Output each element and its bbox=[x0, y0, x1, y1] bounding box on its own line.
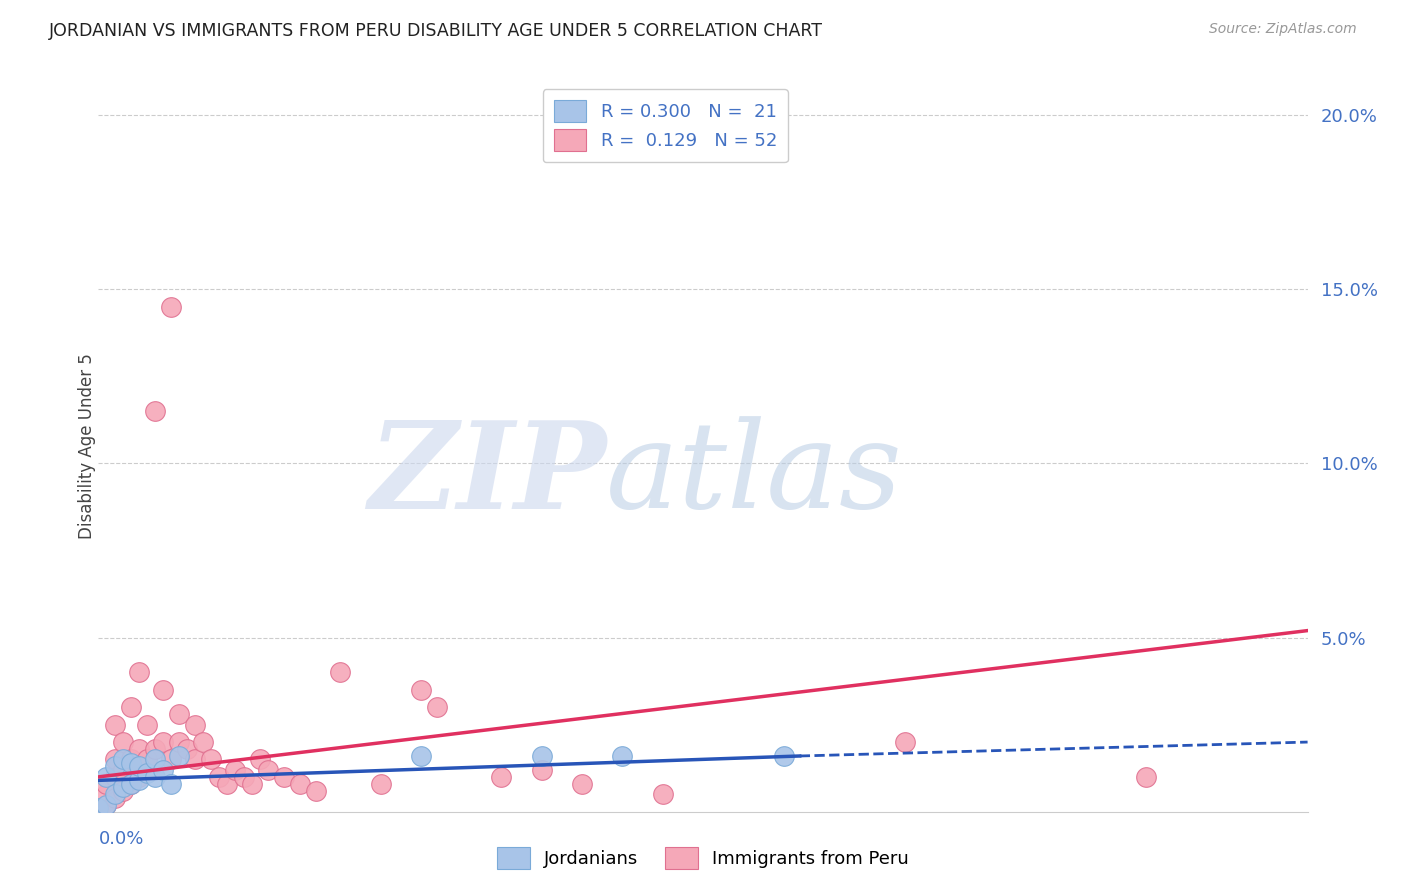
Point bbox=[96, 770, 118, 784]
Legend: Jordanians, Immigrants from Peru: Jordanians, Immigrants from Peru bbox=[489, 839, 917, 876]
Point bbox=[224, 763, 246, 777]
Point bbox=[256, 763, 278, 777]
Point bbox=[249, 752, 271, 766]
Point bbox=[160, 300, 183, 314]
Point bbox=[120, 752, 142, 766]
Point bbox=[128, 759, 150, 773]
Point bbox=[128, 770, 150, 784]
Point bbox=[232, 770, 254, 784]
Point bbox=[305, 784, 328, 798]
Point bbox=[135, 752, 157, 766]
Point bbox=[103, 717, 125, 731]
Point bbox=[120, 777, 142, 791]
Point bbox=[120, 756, 142, 770]
Point bbox=[120, 700, 142, 714]
Point bbox=[128, 665, 150, 680]
Point bbox=[1135, 770, 1157, 784]
Point bbox=[152, 763, 174, 777]
Point bbox=[208, 770, 231, 784]
Point bbox=[143, 742, 166, 756]
Point bbox=[96, 787, 118, 801]
Point bbox=[530, 749, 553, 764]
Point bbox=[160, 777, 183, 791]
Point bbox=[167, 749, 190, 764]
Text: JORDANIAN VS IMMIGRANTS FROM PERU DISABILITY AGE UNDER 5 CORRELATION CHART: JORDANIAN VS IMMIGRANTS FROM PERU DISABI… bbox=[49, 22, 823, 40]
Text: atlas: atlas bbox=[606, 417, 903, 534]
Y-axis label: Disability Age Under 5: Disability Age Under 5 bbox=[79, 353, 96, 539]
Text: Source: ZipAtlas.com: Source: ZipAtlas.com bbox=[1209, 22, 1357, 37]
Text: 0.0%: 0.0% bbox=[98, 830, 143, 848]
Point bbox=[893, 735, 915, 749]
Point bbox=[111, 735, 134, 749]
Point bbox=[103, 770, 125, 784]
Point bbox=[772, 749, 794, 764]
Point bbox=[143, 752, 166, 766]
Point bbox=[184, 717, 207, 731]
Point bbox=[530, 763, 553, 777]
Point bbox=[103, 790, 125, 805]
Point bbox=[135, 766, 157, 780]
Point bbox=[103, 759, 125, 773]
Point bbox=[491, 770, 513, 784]
Point bbox=[96, 797, 118, 812]
Point bbox=[120, 777, 142, 791]
Point bbox=[152, 682, 174, 697]
Point bbox=[87, 801, 110, 815]
Point bbox=[426, 700, 449, 714]
Point bbox=[167, 707, 190, 722]
Text: ZIP: ZIP bbox=[368, 416, 606, 534]
Point bbox=[111, 780, 134, 795]
Point bbox=[143, 404, 166, 418]
Point bbox=[128, 742, 150, 756]
Point bbox=[200, 752, 222, 766]
Point bbox=[176, 742, 198, 756]
Point bbox=[111, 763, 134, 777]
Point bbox=[288, 777, 311, 791]
Point bbox=[160, 752, 183, 766]
Legend: R = 0.300   N =  21, R =  0.129   N = 52: R = 0.300 N = 21, R = 0.129 N = 52 bbox=[543, 89, 787, 162]
Point bbox=[111, 784, 134, 798]
Point bbox=[87, 801, 110, 815]
Point bbox=[217, 777, 239, 791]
Point bbox=[152, 735, 174, 749]
Point bbox=[240, 777, 263, 791]
Point bbox=[370, 777, 392, 791]
Point bbox=[409, 749, 432, 764]
Point bbox=[571, 777, 593, 791]
Point bbox=[135, 717, 157, 731]
Point bbox=[184, 752, 207, 766]
Point bbox=[273, 770, 295, 784]
Point bbox=[193, 735, 215, 749]
Point bbox=[96, 777, 118, 791]
Point bbox=[329, 665, 352, 680]
Point bbox=[111, 752, 134, 766]
Point bbox=[651, 787, 673, 801]
Point bbox=[128, 773, 150, 788]
Point bbox=[612, 749, 634, 764]
Point bbox=[103, 787, 125, 801]
Point bbox=[143, 770, 166, 784]
Point bbox=[409, 682, 432, 697]
Point bbox=[96, 797, 118, 812]
Point bbox=[167, 735, 190, 749]
Point bbox=[103, 752, 125, 766]
